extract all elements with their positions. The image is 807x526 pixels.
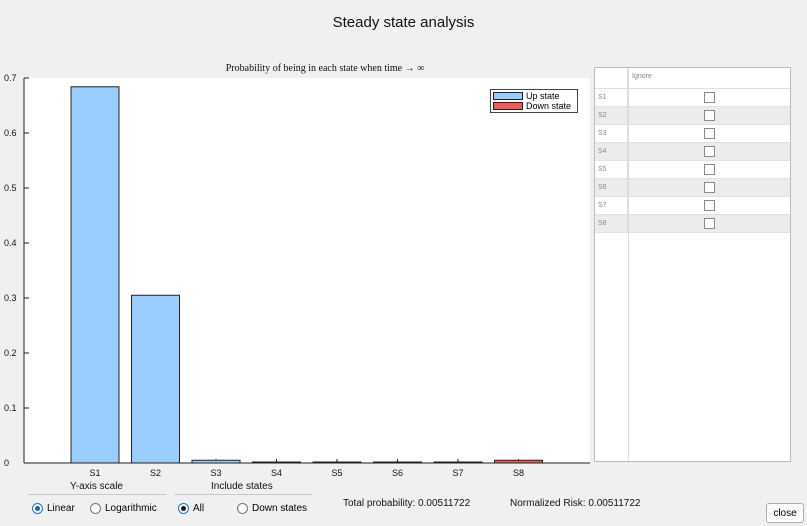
table-row-s6: S6 — [595, 179, 790, 197]
legend-swatch-down-state — [493, 102, 523, 110]
bar-s6-up-state — [373, 461, 422, 464]
ignore-checkbox-s1[interactable] — [703, 92, 715, 103]
row-header: S5 — [595, 161, 628, 178]
y-tick-label: 0.5 — [4, 183, 17, 193]
bars — [70, 86, 543, 464]
radio-down-states[interactable]: Down states — [237, 503, 307, 514]
radio-all[interactable]: All — [178, 503, 204, 514]
y-tick-label: 0.7 — [4, 73, 17, 83]
row-header: S6 — [595, 179, 628, 196]
radio-down-states-button[interactable] — [237, 503, 248, 514]
x-tick-label: S4 — [271, 468, 282, 478]
ignore-cell — [628, 143, 790, 160]
x-tick-label: S6 — [392, 468, 403, 478]
radio-logarithmic-button[interactable] — [90, 503, 101, 514]
radio-all-button[interactable] — [178, 503, 189, 514]
total-probability-text: Total probability: 0.00511722 — [343, 498, 471, 509]
chart-title: Probability of being in each state when … — [225, 63, 425, 74]
radio-linear-button[interactable] — [32, 503, 43, 514]
include-states-label: Include states — [211, 481, 273, 492]
close-button[interactable]: close — [766, 503, 804, 523]
table-row-s5: S5 — [595, 161, 790, 179]
bar-s4-up-state — [252, 461, 301, 464]
y-tick-label: 0.3 — [4, 293, 17, 303]
ignore-cell — [628, 107, 790, 124]
x-tick-label: S5 — [331, 468, 342, 478]
column-header-ignore: Ignore — [632, 73, 652, 80]
ignore-checkbox-s7[interactable] — [703, 200, 715, 211]
ignore-cell — [628, 197, 790, 214]
ignore-checkbox-s4[interactable] — [703, 146, 715, 157]
table-row-s3: S3 — [595, 125, 790, 143]
bar-s3-up-state — [191, 459, 241, 464]
row-header: S8 — [595, 215, 628, 232]
row-header: S7 — [595, 197, 628, 214]
x-tick-label: S7 — [452, 468, 463, 478]
radio-linear-label: Linear — [47, 503, 75, 514]
x-tick-label: S8 — [513, 468, 524, 478]
y-axis-scale-divider — [28, 494, 166, 495]
y-tick-label: 0 — [4, 458, 9, 468]
row-header: S3 — [595, 125, 628, 142]
radio-all-label: All — [193, 503, 205, 514]
ignore-checkbox-s8[interactable] — [703, 218, 715, 229]
y-tick-label: 0.4 — [4, 238, 17, 248]
legend-label-down-state: Down state — [526, 101, 572, 111]
chart-legend: Up state Down state — [490, 89, 578, 113]
y-tick-label: 0.6 — [4, 128, 17, 138]
window-title: Steady state analysis — [332, 14, 475, 31]
x-tick-label: S3 — [210, 468, 221, 478]
radio-linear[interactable]: Linear — [32, 503, 75, 514]
table-row-s2: S2 — [595, 107, 790, 125]
row-header: S4 — [595, 143, 628, 160]
normalized-risk-text: Normalized Risk: 0.00511722 — [510, 498, 641, 509]
bar-s8-down-state — [494, 459, 543, 464]
row-header: S1 — [595, 89, 628, 106]
radio-logarithmic-label: Logarithmic — [105, 503, 157, 514]
ignore-cell — [628, 215, 790, 232]
ignore-checkbox-s2[interactable] — [703, 110, 715, 121]
x-tick-label: S1 — [89, 468, 100, 478]
ignore-checkbox-s3[interactable] — [703, 128, 715, 139]
table-row-s4: S4 — [595, 143, 790, 161]
legend-swatch-up-state — [493, 92, 523, 100]
y-tick-label: 0.2 — [4, 348, 17, 358]
legend-item-down-state: Down state — [493, 101, 575, 111]
y-axis-scale-label: Y-axis scale — [70, 481, 123, 492]
legend-label-up-state: Up state — [526, 91, 560, 101]
ignore-checkbox-s6[interactable] — [703, 182, 715, 193]
ignore-cell — [628, 125, 790, 142]
ignore-states-table: Ignore S1 S2 S3 S4 S5 S6 S7 S8 — [594, 67, 791, 462]
table-row-s7: S7 — [595, 197, 790, 215]
radio-logarithmic[interactable]: Logarithmic — [90, 503, 157, 514]
bar-s2-up-state — [131, 294, 180, 464]
ignore-cell — [628, 179, 790, 196]
table-header: Ignore — [595, 68, 790, 89]
y-tick-label: 0.1 — [4, 403, 17, 413]
bar-s5-up-state — [312, 461, 362, 464]
table-row-s8: S8 — [595, 215, 790, 233]
bar-s1-up-state — [70, 86, 120, 464]
ignore-checkbox-s5[interactable] — [703, 164, 715, 175]
row-header: S2 — [595, 107, 628, 124]
radio-down-states-label: Down states — [252, 503, 308, 514]
y-axis: 0 0.1 0.2 0.3 0.4 0.5 0.6 0.7 — [4, 73, 29, 468]
table-body: S1 S2 S3 S4 S5 S6 S7 S8 — [595, 89, 790, 233]
table-row-s1: S1 — [595, 89, 790, 107]
legend-item-up-state: Up state — [493, 91, 575, 101]
ignore-cell — [628, 89, 790, 106]
bar-s7-up-state — [433, 461, 483, 464]
bar-chart: 0 0.1 0.2 0.3 0.4 0.5 0.6 0.7 S1 S2 S3 S4 S5 S6 S7 S8 — [4, 73, 590, 478]
include-states-divider — [174, 494, 312, 495]
x-tick-label: S2 — [150, 468, 161, 478]
ignore-cell — [628, 161, 790, 178]
